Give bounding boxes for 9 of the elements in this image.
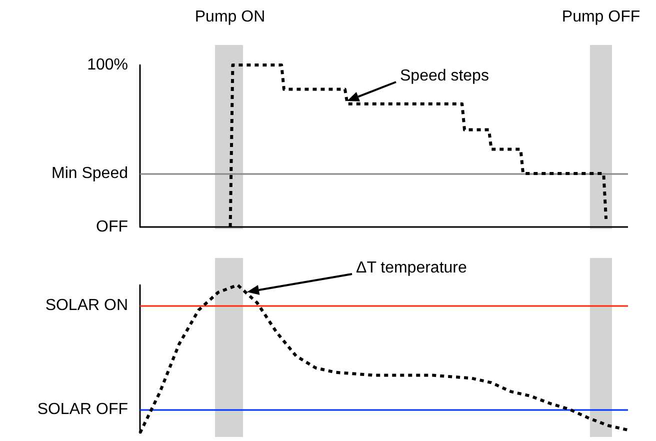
ref-line-label: OFF [96, 218, 128, 236]
text: Pump ON [194, 8, 266, 26]
ref-line-label: SOLAR OFF [37, 400, 128, 418]
ref-line-label: SOLAR ON [45, 297, 128, 314]
text: Pump OFF [562, 8, 640, 26]
text: ΔT temperature [356, 260, 467, 276]
text: 100% [87, 56, 128, 74]
ref-line-label: Min Speed [52, 165, 128, 182]
annotation: Speed steps [400, 68, 489, 84]
